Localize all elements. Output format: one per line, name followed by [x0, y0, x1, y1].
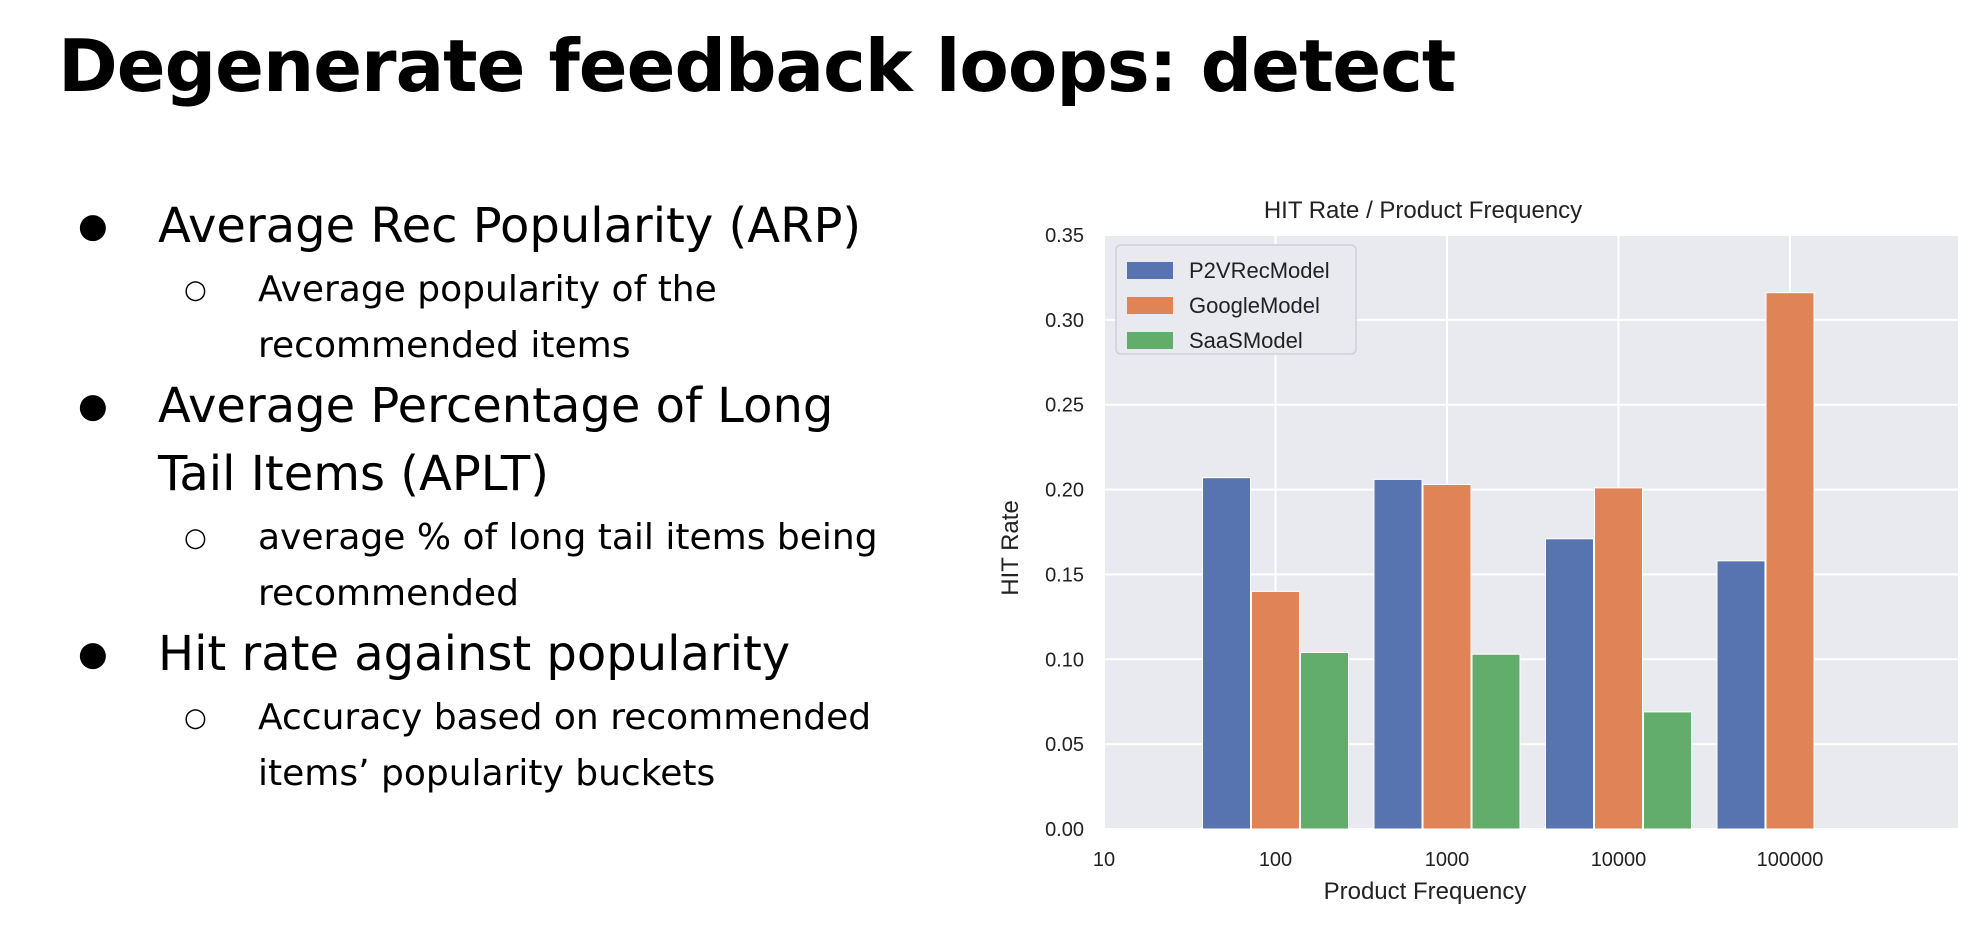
bullet-text: Average Percentage of Long Tail Items (A…: [158, 378, 834, 502]
chart-title: HIT Rate / Product Frequency: [1264, 197, 1582, 224]
legend-swatch-saasmodel: [1127, 332, 1173, 349]
legend-box: [1115, 244, 1357, 355]
sub-bullet-text: Average popularity of the recommended it…: [258, 269, 717, 366]
legend-label-googlemodel: GoogleModel: [1189, 293, 1320, 318]
sub-bullet-dot: ○: [184, 523, 207, 553]
y-tick-label: 0.05: [1045, 734, 1084, 756]
bullet-text: Average Rec Popularity (ARP): [158, 198, 862, 254]
legend-swatch-googlemodel: [1127, 297, 1173, 314]
x-tick-label: 100: [1259, 849, 1292, 871]
sub-bullet-dot: ○: [184, 703, 207, 733]
x-tick-label: 10000: [1591, 849, 1647, 871]
sub-bullet-dot: ○: [184, 275, 207, 305]
x-tick-label: 10: [1093, 849, 1115, 871]
bullet-dot: ●: [78, 386, 108, 426]
bar-googlemodel-100: [1251, 590, 1300, 830]
y-tick-label: 0.15: [1045, 564, 1084, 586]
sub-bullet-text: average % of long tail items being recom…: [258, 517, 878, 614]
y-tick-label: 0.30: [1045, 310, 1084, 332]
hit-rate-chart: 0.00 0.05 0.10 0.15 0.20 0.25 0.30 0.35 10 100 100…: [990, 190, 1960, 910]
bullet-text: Hit rate against popularity: [158, 626, 791, 682]
chart-canvas: 0.00 0.05 0.10 0.15 0.20 0.25 0.30 0.35 10 100 100…: [997, 197, 1958, 905]
y-tick-label: 0.35: [1045, 225, 1084, 247]
bar-saasmodel-1000: [1471, 653, 1521, 830]
y-tick-label: 0.00: [1045, 819, 1084, 841]
bullet-list: ● Average Rec Popularity (ARP) ○ Average…: [0, 0, 960, 938]
bar-googlemodel-1000: [1422, 483, 1472, 830]
y-tick-label: 0.10: [1045, 649, 1084, 671]
slide-title: Degenerate feedback loops: detect: [58, 24, 1456, 108]
bar-saasmodel-10000: [1643, 711, 1692, 830]
x-tick-label: 100000: [1757, 849, 1824, 871]
bar-p2vrecmodel-1000: [1373, 478, 1423, 830]
bar-p2vrecmodel-10000: [1545, 538, 1594, 830]
bullet-dot: ●: [78, 634, 108, 674]
bar-googlemodel-10000: [1594, 487, 1643, 830]
sub-bullet-text: Accuracy based on recommended items’ pop…: [258, 697, 872, 794]
y-axis-label: HIT Rate: [997, 500, 1024, 596]
bar-p2vrecmodel-100: [1202, 477, 1251, 830]
y-tick-label: 0.20: [1045, 480, 1084, 502]
bullet-dot: ●: [78, 206, 108, 246]
x-tick-label: 1000: [1425, 849, 1470, 871]
y-tick-label: 0.25: [1045, 395, 1084, 417]
legend-swatch-p2vrecmodel: [1127, 262, 1173, 279]
legend-label-p2vrecmodel: P2VRecModel: [1189, 258, 1330, 283]
bar-p2vrecmodel-100000: [1716, 560, 1766, 830]
x-axis-label: Product Frequency: [1324, 878, 1527, 905]
bar-googlemodel-100000: [1765, 292, 1815, 830]
legend-label-saasmodel: SaaSModel: [1189, 328, 1303, 353]
bar-saasmodel-100: [1300, 651, 1349, 830]
